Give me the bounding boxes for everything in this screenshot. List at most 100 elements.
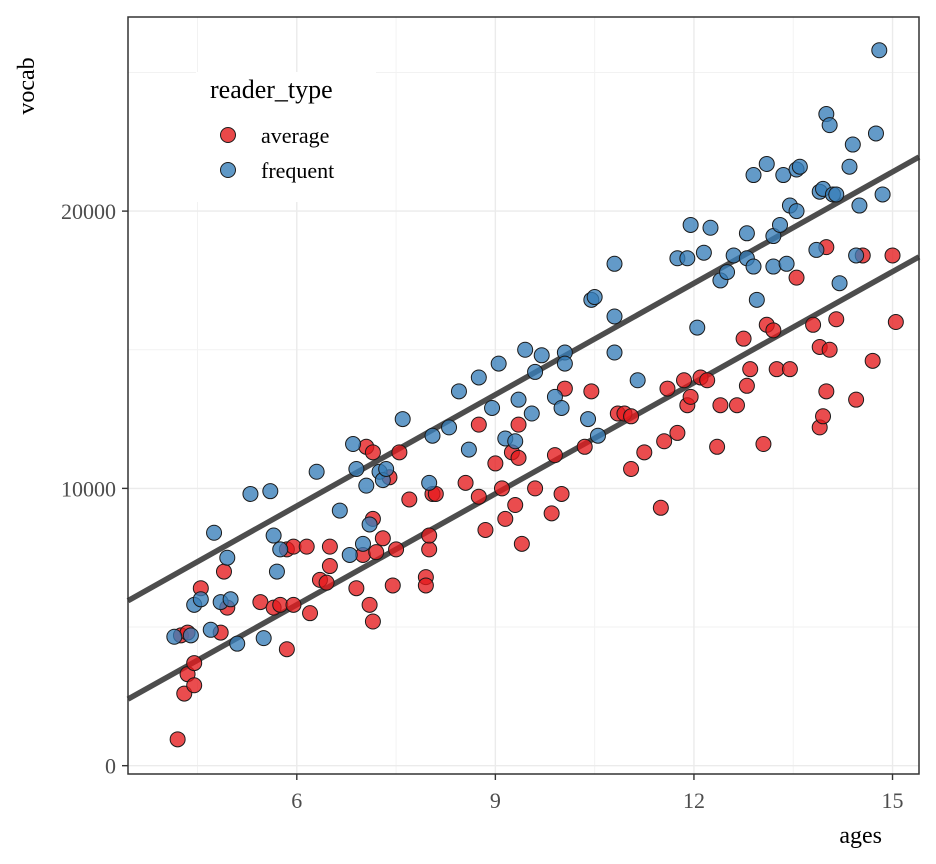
x-tick-label: 6 xyxy=(291,788,302,813)
point-average xyxy=(583,383,600,400)
x-tick-label: 12 xyxy=(683,788,705,813)
point-average xyxy=(636,444,653,461)
point-frequent xyxy=(606,308,623,325)
point-frequent xyxy=(182,627,199,644)
point-frequent xyxy=(851,197,868,214)
point-average xyxy=(682,388,699,405)
point-frequent xyxy=(874,186,891,203)
point-average xyxy=(699,372,716,389)
point-average xyxy=(543,505,560,522)
point-average xyxy=(285,596,302,613)
point-average xyxy=(348,580,365,597)
point-frequent xyxy=(586,289,603,306)
point-frequent xyxy=(748,291,765,308)
point-frequent xyxy=(841,158,858,175)
x-tick-label: 9 xyxy=(490,788,501,813)
point-average xyxy=(186,655,203,672)
point-average xyxy=(828,311,845,328)
point-frequent xyxy=(421,474,438,491)
point-average xyxy=(887,314,904,331)
point-average xyxy=(576,438,593,455)
point-frequent xyxy=(192,591,209,608)
legend-title: reader_type xyxy=(210,75,333,104)
point-average xyxy=(656,433,673,450)
point-frequent xyxy=(262,483,279,500)
point-frequent xyxy=(308,463,325,480)
point-frequent xyxy=(517,341,534,358)
point-average xyxy=(546,447,563,464)
point-frequent xyxy=(354,535,371,552)
y-tick-label: 10000 xyxy=(61,476,116,501)
point-frequent xyxy=(331,502,348,519)
point-average xyxy=(818,383,835,400)
point-average xyxy=(384,577,401,594)
point-average xyxy=(364,613,381,630)
point-average xyxy=(318,574,335,591)
point-frequent xyxy=(345,436,362,453)
point-frequent xyxy=(242,485,259,502)
point-frequent xyxy=(424,427,441,444)
point-average xyxy=(659,380,676,397)
point-average xyxy=(421,541,438,558)
legend-label-frequent: frequent xyxy=(261,158,334,183)
point-frequent xyxy=(771,216,788,233)
point-frequent xyxy=(679,250,696,267)
point-frequent xyxy=(219,549,236,566)
point-average xyxy=(417,577,434,594)
legend: reader_type average frequent xyxy=(196,72,376,202)
point-average xyxy=(321,558,338,575)
point-average xyxy=(388,541,405,558)
point-frequent xyxy=(606,344,623,361)
point-frequent xyxy=(255,630,272,647)
point-frequent xyxy=(689,319,706,336)
point-frequent xyxy=(629,372,646,389)
point-average xyxy=(676,372,693,389)
point-average xyxy=(391,444,408,461)
point-average xyxy=(364,444,381,461)
point-frequent xyxy=(719,264,736,281)
fit-line-average xyxy=(126,254,921,702)
point-frequent xyxy=(821,117,838,134)
point-frequent xyxy=(166,628,183,645)
point-average xyxy=(368,544,385,561)
point-average xyxy=(493,480,510,497)
y-tick-label: 20000 xyxy=(61,199,116,224)
point-frequent xyxy=(361,516,378,533)
point-average xyxy=(298,538,315,555)
point-average xyxy=(788,269,805,286)
point-frequent xyxy=(745,258,762,275)
point-frequent xyxy=(378,460,395,477)
point-frequent xyxy=(791,158,808,175)
point-average xyxy=(361,596,378,613)
point-average xyxy=(527,480,544,497)
point-average xyxy=(742,361,759,378)
point-frequent xyxy=(556,355,573,372)
point-frequent xyxy=(268,563,285,580)
point-average xyxy=(374,530,391,547)
point-average xyxy=(513,535,530,552)
panel-border xyxy=(127,16,920,775)
point-frequent xyxy=(844,136,861,153)
point-frequent xyxy=(702,219,719,236)
point-frequent xyxy=(507,433,524,450)
point-average xyxy=(470,416,487,433)
point-frequent xyxy=(831,275,848,292)
point-frequent xyxy=(222,591,239,608)
point-average xyxy=(738,377,755,394)
fit-lines xyxy=(126,154,921,702)
point-frequent xyxy=(745,167,762,184)
legend-key-average xyxy=(220,127,236,143)
point-average xyxy=(735,330,752,347)
point-frequent xyxy=(758,155,775,172)
axes: 6 9 12 15 0 10000 20000 xyxy=(61,199,904,813)
point-frequent xyxy=(206,524,223,541)
point-frequent xyxy=(523,405,540,422)
point-frequent xyxy=(808,241,825,258)
point-frequent xyxy=(348,460,365,477)
point-frequent xyxy=(272,541,289,558)
point-frequent xyxy=(490,355,507,372)
point-frequent xyxy=(394,411,411,428)
point-average xyxy=(470,488,487,505)
point-average xyxy=(669,424,686,441)
point-average xyxy=(278,641,295,658)
